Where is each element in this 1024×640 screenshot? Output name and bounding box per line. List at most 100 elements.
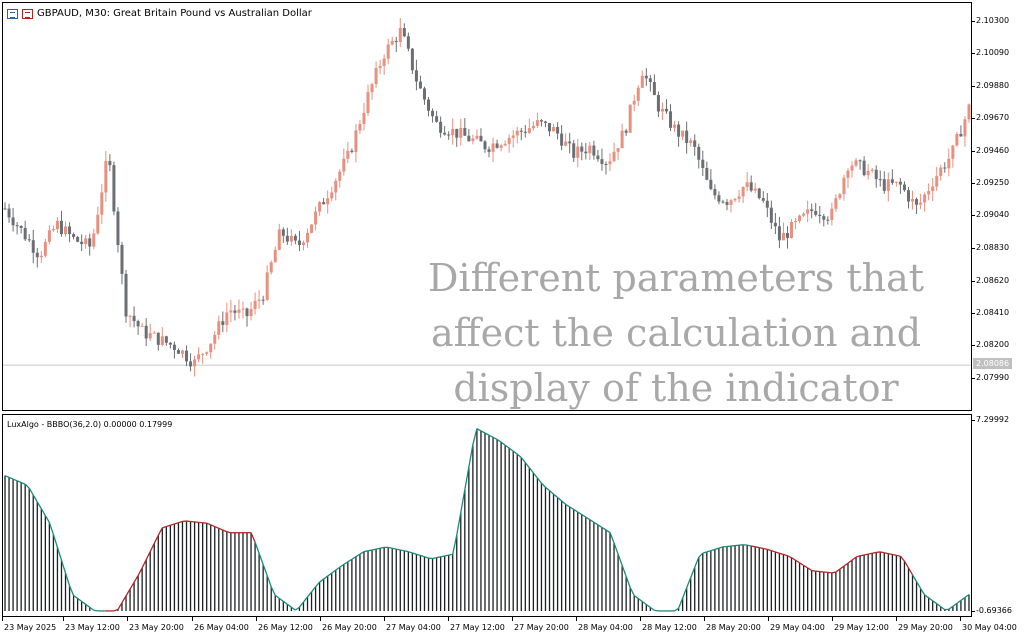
indicator-line-segment bbox=[174, 522, 179, 525]
candle bbox=[463, 118, 467, 136]
candle bbox=[116, 207, 120, 253]
candle bbox=[55, 217, 59, 233]
chart-window-icon[interactable] bbox=[7, 8, 18, 19]
candle bbox=[548, 122, 552, 137]
candle bbox=[366, 84, 370, 116]
indicator-line-segment bbox=[682, 587, 688, 599]
price-tick: 2.10090 bbox=[971, 48, 1010, 57]
candle bbox=[749, 175, 753, 193]
indicator-line-segment bbox=[408, 551, 413, 554]
candle bbox=[527, 118, 531, 134]
candle bbox=[245, 307, 249, 327]
indicator-line-segment bbox=[863, 553, 869, 556]
indicator-line-segment bbox=[262, 564, 268, 576]
candle bbox=[140, 322, 144, 327]
chart-data-icon[interactable] bbox=[22, 8, 33, 19]
indicator-line-segment bbox=[839, 565, 845, 570]
indicator-axis[interactable]: 7.29992 -0.69366 bbox=[971, 414, 1024, 617]
price-chart-panel[interactable]: GBPAUD, M30: Great Britain Pound vs Aust… bbox=[2, 2, 972, 411]
candle bbox=[156, 332, 160, 351]
candle bbox=[39, 251, 43, 264]
candle bbox=[511, 129, 515, 148]
candle bbox=[277, 223, 281, 251]
indicator-line-segment bbox=[157, 527, 163, 536]
indicator-line-segment bbox=[649, 606, 655, 611]
indicator-line-segment bbox=[400, 549, 405, 552]
indicator-line-segment bbox=[290, 606, 296, 611]
indicator-line-segment bbox=[343, 561, 349, 565]
time-label: 29 May 20:00 bbox=[896, 617, 953, 632]
indicator-line-segment bbox=[601, 526, 607, 531]
candle bbox=[632, 94, 636, 112]
indicator-panel[interactable]: LuxAlgo - BBBO(36,2.0) 0.00000 0.17999 bbox=[2, 414, 972, 617]
indicator-line-segment bbox=[133, 575, 139, 583]
indicator-line-segment bbox=[674, 607, 679, 612]
indicator-line-segment bbox=[492, 436, 498, 440]
indicator-line-segment bbox=[16, 480, 22, 484]
indicator-line-segment bbox=[367, 549, 373, 552]
candle bbox=[136, 319, 140, 335]
candle bbox=[414, 59, 418, 91]
candle bbox=[334, 178, 338, 201]
indicator-line-segment bbox=[932, 600, 938, 605]
indicator-line-segment bbox=[113, 608, 119, 612]
indicator-line-segment bbox=[593, 521, 599, 526]
candle bbox=[269, 260, 273, 275]
indicator-line-segment bbox=[93, 609, 98, 612]
indicator-line-segment bbox=[835, 568, 841, 573]
candle bbox=[673, 120, 677, 133]
indicator-line-segment bbox=[125, 588, 131, 597]
candle bbox=[285, 227, 289, 245]
candle bbox=[741, 186, 745, 203]
candle bbox=[289, 229, 293, 246]
candle bbox=[858, 159, 862, 170]
indicator-line-segment bbox=[307, 591, 313, 598]
time-label: 23 May 2025 bbox=[1, 617, 57, 632]
candle bbox=[507, 134, 511, 153]
candle bbox=[435, 110, 439, 123]
price-tick: 2.09880 bbox=[971, 81, 1010, 90]
indicator-line-segment bbox=[686, 577, 692, 589]
price-tick: 2.08410 bbox=[971, 308, 1010, 317]
indicator-line-segment bbox=[166, 524, 171, 528]
indicator-line-segment bbox=[771, 550, 776, 553]
candle bbox=[564, 133, 568, 147]
indicator-title: LuxAlgo - BBBO(36,2.0) 0.00000 0.17999 bbox=[7, 420, 173, 429]
candle bbox=[874, 165, 878, 188]
candle bbox=[894, 181, 898, 187]
indicator-line-segment bbox=[892, 553, 897, 556]
candle bbox=[572, 140, 576, 163]
indicator-line-segment bbox=[440, 555, 445, 558]
indicator-line-segment bbox=[964, 593, 970, 598]
indicator-line-segment bbox=[585, 516, 591, 521]
time-axis[interactable]: 23 May 2025 23 May 12:00 23 May 20:00 26… bbox=[1, 617, 1024, 640]
candle bbox=[306, 228, 310, 248]
candle bbox=[620, 123, 624, 149]
indicator-line-segment bbox=[855, 555, 861, 558]
indicator-line-segment bbox=[698, 552, 704, 558]
indicator-line-segment bbox=[561, 500, 567, 505]
candle bbox=[487, 146, 491, 158]
candle bbox=[729, 199, 733, 213]
candle bbox=[108, 154, 112, 172]
candle bbox=[221, 311, 225, 333]
indicator-line-segment bbox=[936, 603, 942, 608]
candle bbox=[781, 222, 785, 241]
indicator-line-segment bbox=[516, 453, 522, 458]
candle bbox=[281, 227, 285, 243]
indicator-line-segment bbox=[436, 556, 441, 559]
candle bbox=[418, 75, 422, 89]
candle bbox=[483, 140, 487, 153]
price-tick: 2.08620 bbox=[971, 276, 1010, 285]
candle bbox=[185, 345, 189, 366]
candle bbox=[459, 118, 463, 146]
candle bbox=[120, 242, 124, 285]
candle bbox=[870, 167, 874, 173]
price-axis[interactable]: 2.10300 2.10090 2.09880 2.09670 2.09460 … bbox=[971, 2, 1024, 411]
candle bbox=[523, 125, 527, 138]
indicator-line-segment bbox=[775, 551, 780, 554]
candle bbox=[580, 142, 584, 161]
candle bbox=[906, 186, 910, 209]
time-label: 26 May 04:00 bbox=[192, 617, 249, 632]
candle bbox=[693, 134, 697, 156]
